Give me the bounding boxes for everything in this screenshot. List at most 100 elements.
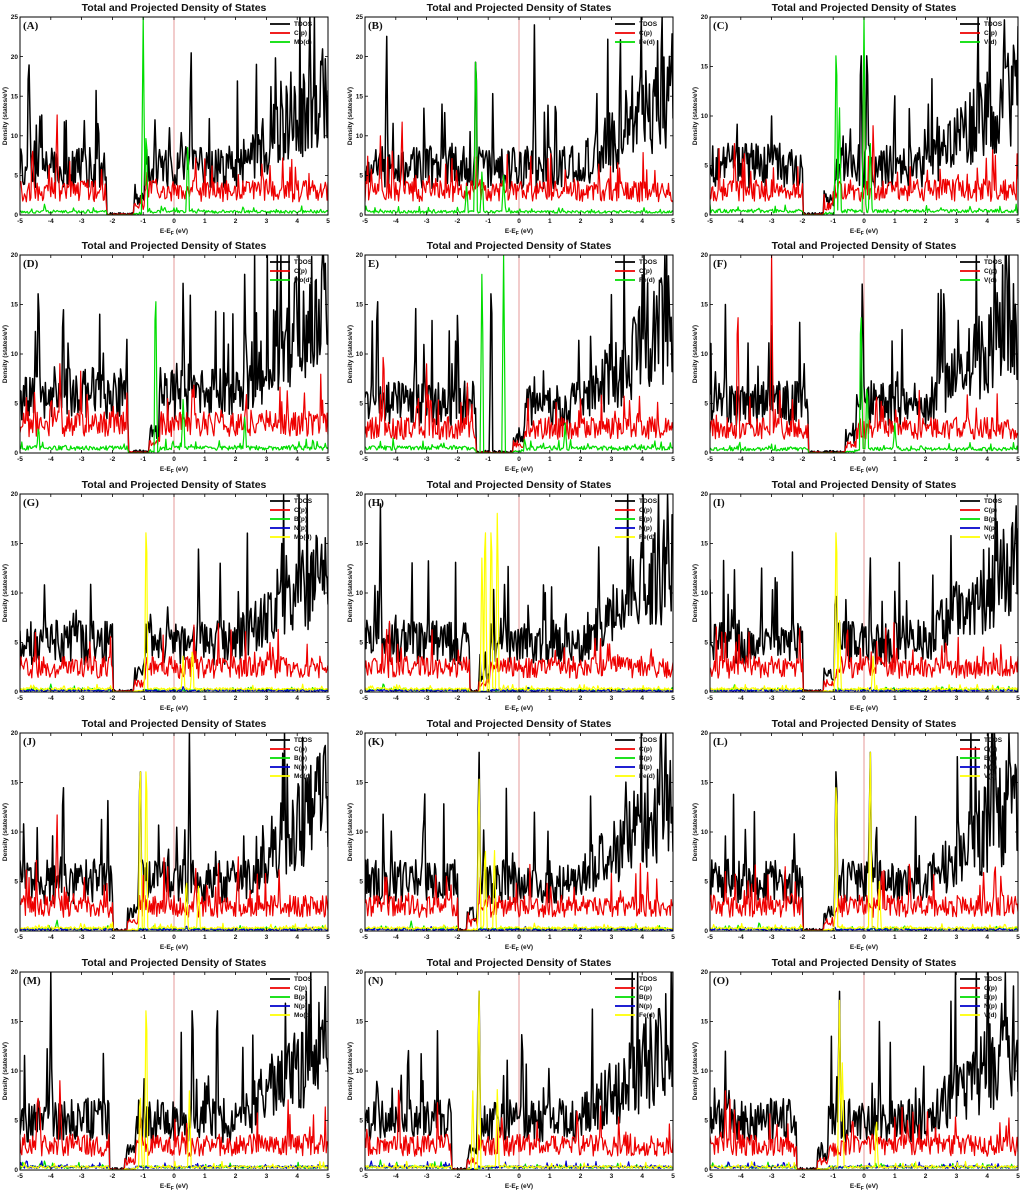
series-group	[710, 17, 1018, 215]
series-line-mod	[20, 17, 328, 215]
x-axis-label-unit: (eV)	[521, 705, 533, 712]
x-tick-label: 4	[640, 218, 644, 225]
x-axis-label: E-EF (eV)	[505, 944, 533, 953]
legend-label: TDOS	[984, 21, 1003, 28]
legend-label: N(p)	[639, 764, 652, 771]
x-tick-label: 1	[548, 456, 552, 463]
dos-chart-svg: Total and Projected Density of States -5 -…	[692, 479, 1020, 714]
legend-label: C(p)	[294, 507, 307, 514]
chart-title: Total and Projected Density of States	[427, 479, 612, 491]
series-line-mod	[20, 1010, 328, 1170]
y-axis-label: Density (states/eV)	[692, 87, 699, 145]
x-tick-label: 2	[924, 218, 928, 225]
x-axis-label-unit: (eV)	[521, 944, 533, 951]
y-tick-label: 5	[359, 173, 363, 180]
x-tick-label: -4	[738, 1173, 744, 1180]
x-tick-label: 5	[326, 1173, 330, 1180]
series-line-cp	[20, 363, 328, 453]
x-tick-label: -1	[830, 218, 836, 225]
series-line-cp	[20, 814, 328, 931]
x-tick-label: -1	[140, 934, 146, 941]
chart-title: Total and Projected Density of States	[82, 718, 267, 730]
x-axis-label-sub: F	[516, 1186, 519, 1192]
x-axis-label-unit: (eV)	[176, 228, 188, 235]
panel-label: (A)	[23, 20, 39, 32]
legend-label: N(p)	[984, 764, 997, 771]
x-tick-label: 4	[640, 695, 644, 702]
x-tick-label: -4	[48, 1173, 54, 1180]
chart-title: Total and Projected Density of States	[772, 240, 957, 252]
x-tick-label: -4	[393, 1173, 399, 1180]
x-tick-label: 2	[234, 1173, 238, 1180]
x-tick-label: -4	[48, 218, 54, 225]
x-tick-label: -5	[17, 218, 23, 225]
y-tick-label: 0	[704, 450, 708, 457]
panel-label: (J)	[23, 736, 36, 748]
x-axis-label-main: E-E	[850, 466, 862, 473]
x-tick-label: 4	[985, 218, 989, 225]
x-axis-label-main: E-E	[850, 944, 862, 951]
x-axis-label-main: E-E	[160, 466, 172, 473]
x-tick-label: 1	[203, 934, 207, 941]
x-tick-label: 5	[326, 934, 330, 941]
y-tick-label: 0	[359, 212, 363, 219]
x-axis-label-unit: (eV)	[866, 466, 878, 473]
legend-label: Mo(d)	[294, 39, 312, 46]
x-tick-label: 5	[671, 695, 675, 702]
x-tick-label: 0	[172, 218, 176, 225]
x-tick-label: 3	[610, 695, 614, 702]
dos-panel-h: Total and Projected Density of States -5 -…	[345, 477, 679, 716]
x-tick-label: 3	[610, 934, 614, 941]
x-tick-label: 4	[640, 456, 644, 463]
x-tick-label: 1	[893, 456, 897, 463]
x-axis-label-sub: F	[861, 469, 864, 475]
series-line-tdos	[365, 972, 673, 1170]
x-tick-label: 0	[862, 456, 866, 463]
legend-label: TDOS	[294, 259, 313, 266]
x-axis-label-unit: (eV)	[866, 228, 878, 235]
dos-chart-svg: Total and Projected Density of States -5 -…	[347, 718, 675, 953]
y-tick-label: 0	[359, 928, 363, 935]
legend-label: V(d)	[984, 534, 997, 541]
x-tick-label: 2	[579, 695, 583, 702]
dos-chart-svg: Total and Projected Density of States -5 -…	[692, 2, 1020, 237]
series-line-tdos	[365, 255, 673, 453]
x-tick-label: 1	[893, 1173, 897, 1180]
panel-label: (N)	[368, 975, 384, 987]
x-tick-label: 3	[265, 934, 269, 941]
x-tick-label: -1	[485, 218, 491, 225]
y-tick-label: 20	[701, 14, 709, 21]
x-axis-label-sub: F	[516, 947, 519, 953]
y-axis-label: Density (states/eV)	[347, 1042, 354, 1100]
y-tick-label: 0	[14, 212, 18, 219]
x-axis-label: E-EF (eV)	[505, 705, 533, 714]
x-tick-label: 4	[985, 456, 989, 463]
y-tick-label: 25	[356, 14, 364, 21]
y-tick-label: 0	[359, 1167, 363, 1174]
x-tick-label: 3	[265, 695, 269, 702]
y-tick-label: 5	[704, 163, 708, 170]
dos-panel-f: Total and Projected Density of States -5 -…	[690, 238, 1024, 477]
x-tick-label: 0	[517, 456, 521, 463]
legend-label: C(p)	[984, 30, 997, 37]
dos-panel-o: Total and Projected Density of States -5 -…	[690, 955, 1024, 1194]
dos-panel-a: Total and Projected Density of States -5 -…	[0, 0, 334, 239]
legend-label: Mo(d)	[294, 773, 312, 780]
x-tick-label: 5	[326, 456, 330, 463]
legend-label: C(p)	[639, 30, 652, 37]
x-tick-label: -4	[393, 218, 399, 225]
x-tick-label: -2	[800, 695, 806, 702]
x-tick-label: -5	[362, 1173, 368, 1180]
series-group	[365, 494, 673, 692]
x-tick-label: -5	[17, 934, 23, 941]
y-tick-label: 20	[11, 491, 19, 498]
panel-label: (O)	[713, 975, 729, 987]
legend-label: TDOS	[984, 737, 1003, 744]
series-line-cp	[365, 356, 673, 453]
y-tick-label: 0	[14, 689, 18, 696]
x-tick-label: 4	[295, 695, 299, 702]
legend-label: B(p)	[639, 994, 652, 1001]
y-tick-label: 20	[356, 54, 364, 61]
x-tick-label: 0	[172, 456, 176, 463]
dos-panel-c: Total and Projected Density of States -5 -…	[690, 0, 1024, 239]
